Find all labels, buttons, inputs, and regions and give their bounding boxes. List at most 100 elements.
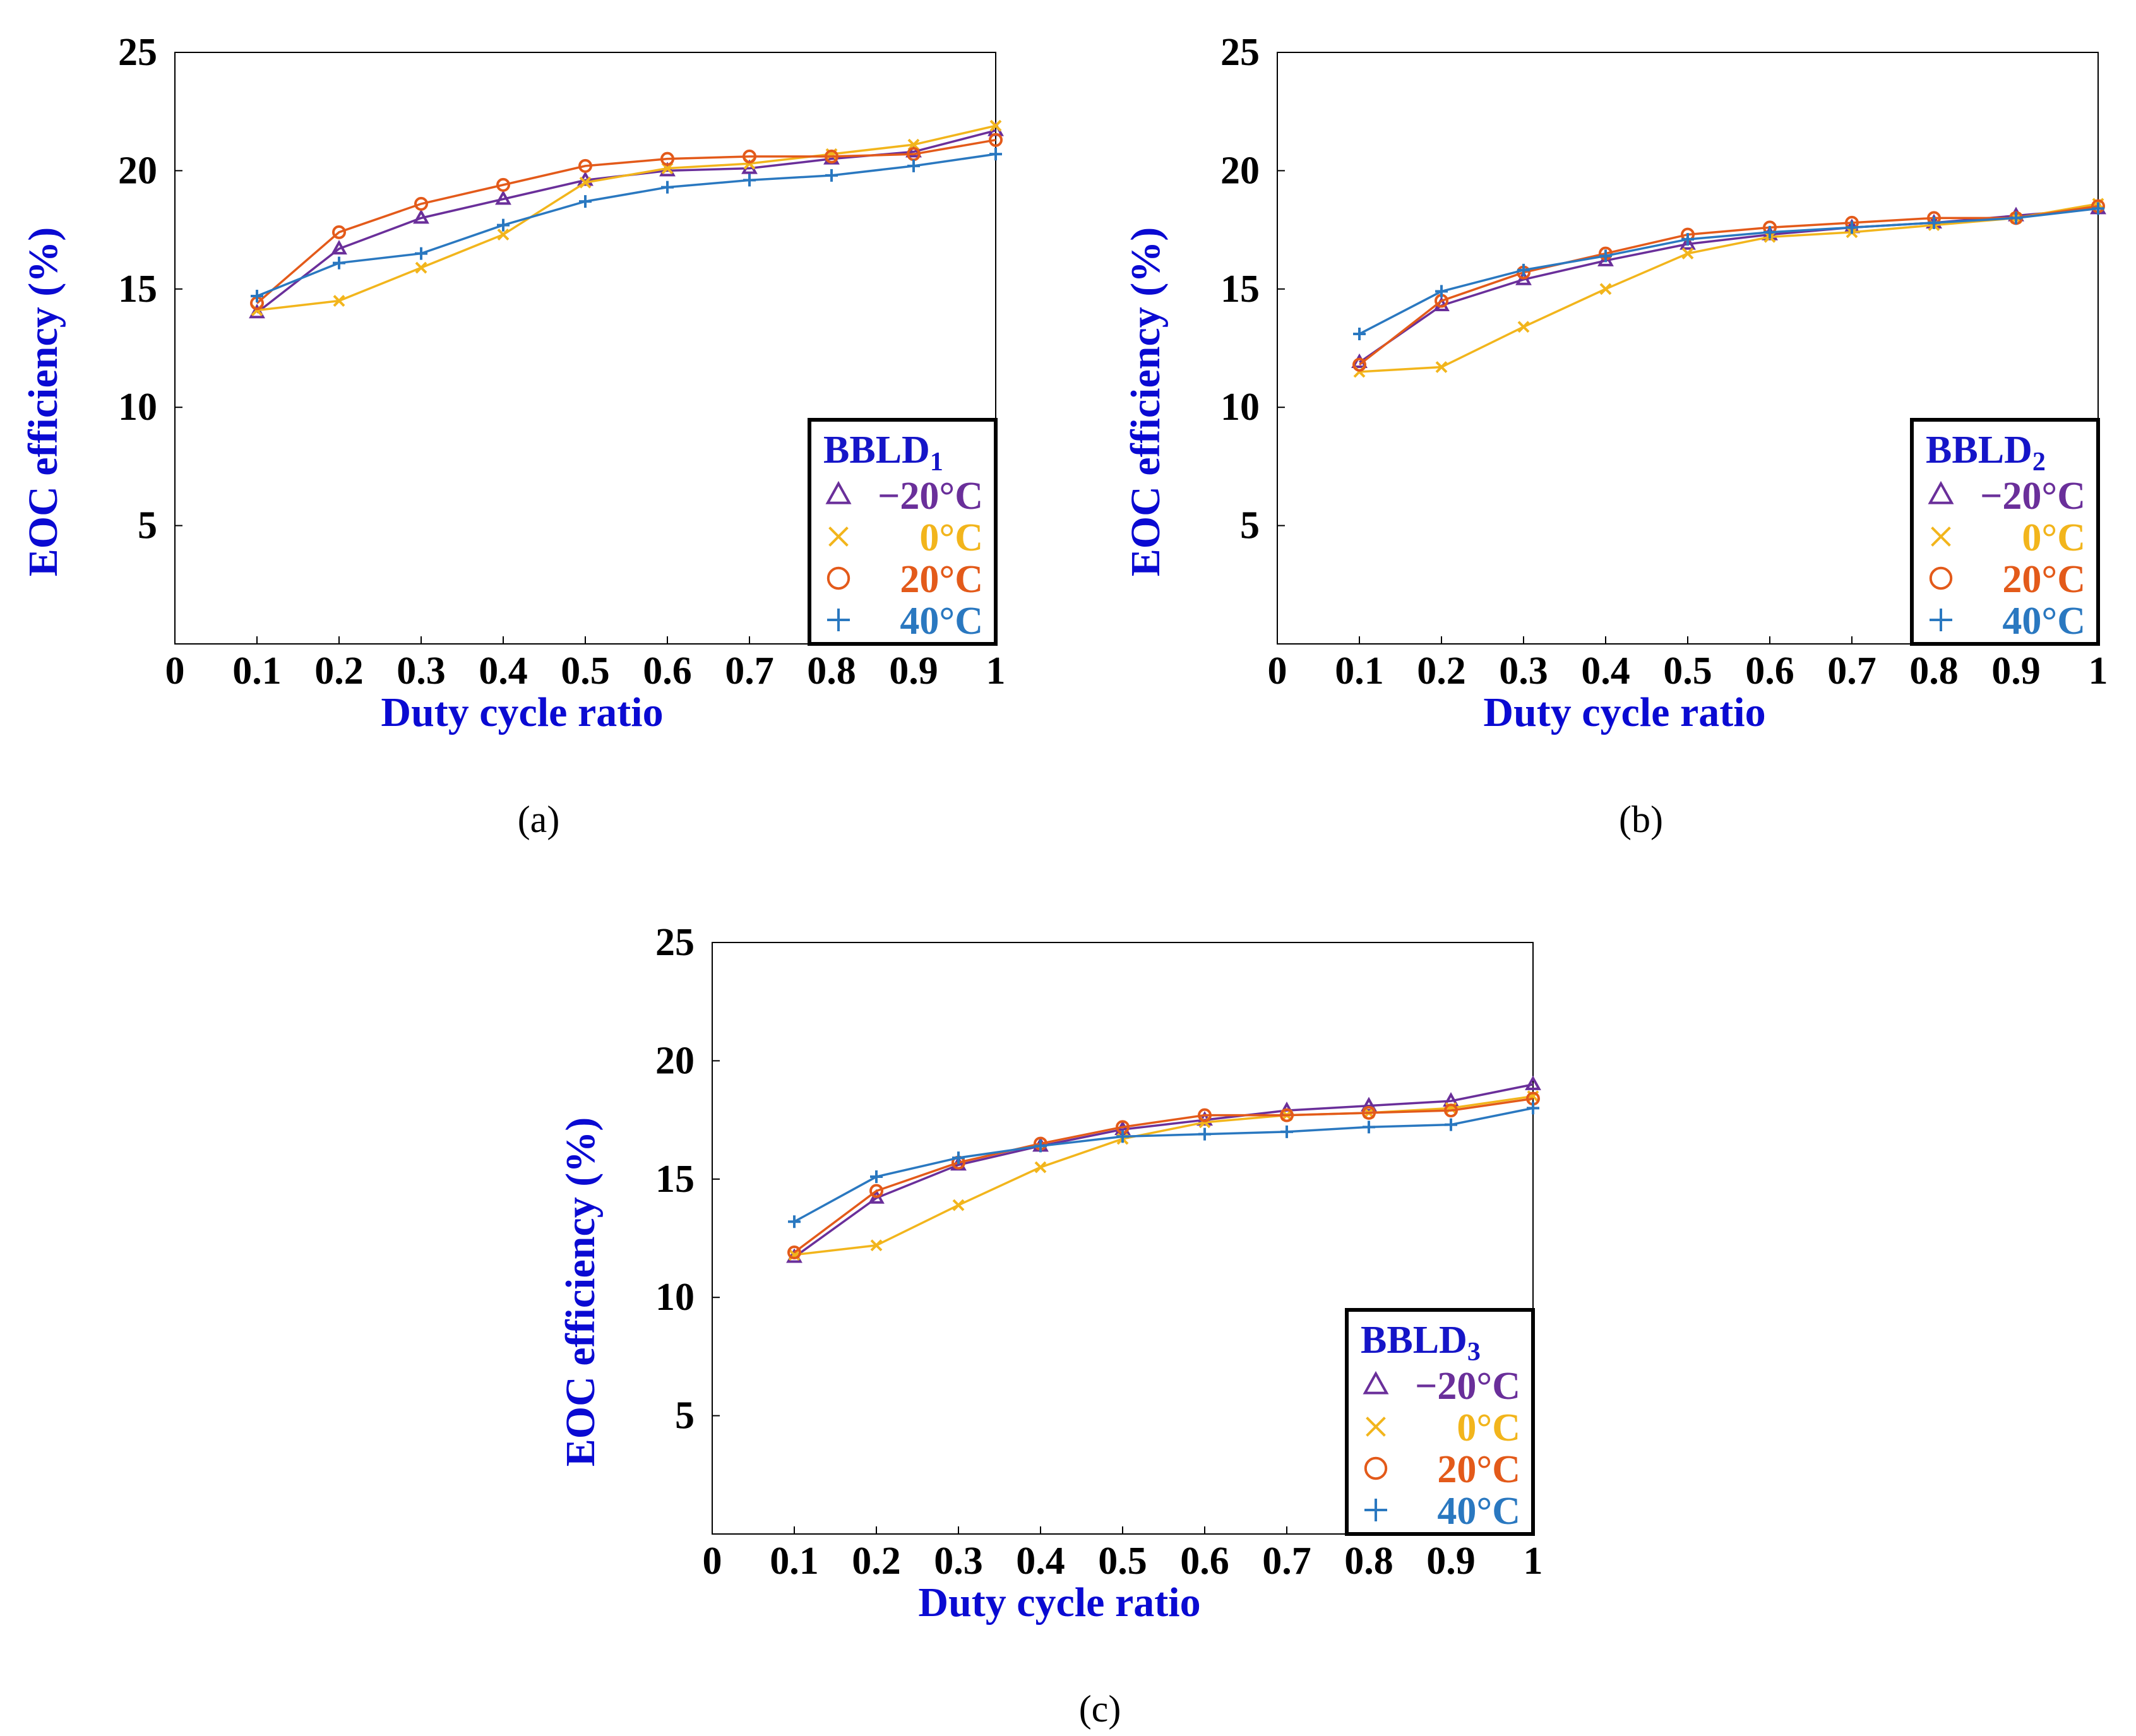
circle-marker	[869, 1184, 883, 1198]
legend-circle-marker	[826, 566, 850, 590]
legend-entry-label: −20°C	[1415, 1365, 1520, 1408]
triangle-marker	[1361, 1097, 1377, 1112]
x-tick-label: 0.3	[934, 1540, 983, 1583]
x-tick-label: 0.7	[1262, 1540, 1311, 1583]
x-tick-label: 0.1	[232, 650, 282, 693]
x-marker	[333, 295, 345, 307]
legend-plus-marker	[1364, 1499, 1387, 1521]
x-tick-label: 0.7	[725, 650, 774, 693]
y-axis-label: EOC efficiency (%)	[1123, 227, 1169, 577]
plus-marker	[743, 174, 756, 187]
y-tick-label: 15	[118, 268, 157, 311]
plus-marker	[870, 1170, 883, 1184]
legend-triangle-marker	[825, 480, 852, 504]
y-tick-label: 20	[655, 1039, 695, 1082]
circle-marker	[743, 149, 756, 163]
plus-marker	[825, 169, 838, 182]
y-tick-label: 15	[1220, 268, 1260, 311]
x-tick-label: 0.6	[1180, 1540, 1229, 1583]
legend-entry-label: 0°C	[1457, 1406, 1520, 1449]
y-tick-label: 10	[655, 1276, 695, 1319]
legend-x-marker	[1931, 526, 1951, 547]
circle-marker	[1362, 1105, 1376, 1120]
chart-panel-1: 0 0.1 0.2 0.3 0.4 0.5 0.6 0.7 0.8 0.9 1510152025Du…	[20, 31, 1006, 840]
x-tick-label: 0.2	[1417, 650, 1466, 693]
legend-entry-label: 20°C	[2002, 558, 2085, 601]
figure-caption: (a)	[518, 799, 560, 840]
series-3	[250, 133, 1003, 311]
legend-entry-label: 20°C	[900, 558, 983, 601]
series-line	[256, 138, 996, 304]
plus-marker	[333, 256, 345, 270]
x-tick-label: 0.6	[1745, 650, 1794, 693]
series-4	[788, 1102, 1539, 1228]
circle-marker	[496, 177, 510, 192]
series-line	[256, 153, 996, 297]
series-line	[794, 1107, 1534, 1223]
plus-marker	[1846, 221, 1858, 234]
series-line	[793, 1097, 1534, 1254]
y-tick-label: 20	[118, 149, 157, 192]
legend: BBLD1−20°C0°C20°C40°C	[808, 418, 998, 646]
x-marker	[661, 162, 674, 175]
circle-marker	[825, 149, 838, 163]
legend-triangle-marker	[1363, 1370, 1389, 1394]
y-tick-label: 10	[118, 386, 157, 429]
series-2	[1353, 198, 2104, 378]
x-tick-label: 0.1	[1335, 650, 1384, 693]
x-marker	[1435, 361, 1448, 373]
legend-title-subscript: 1	[930, 448, 943, 477]
plus-marker	[1435, 285, 1448, 298]
x-tick-label: 0.6	[643, 650, 692, 693]
x-marker	[907, 138, 920, 151]
x-axis-label: Duty cycle ratio	[1483, 689, 1765, 735]
y-tick-label: 15	[655, 1158, 695, 1201]
series-4	[1353, 202, 2104, 341]
legend-box	[808, 418, 998, 646]
legend-title: BBLD3	[1361, 1319, 1481, 1367]
circle-marker	[660, 152, 674, 166]
circle-marker	[332, 225, 346, 239]
legend-triangle-marker	[1928, 480, 1954, 504]
plus-marker	[1198, 1127, 1211, 1141]
x-marker	[415, 261, 427, 274]
series-1	[249, 121, 1004, 319]
x-tick-label: 0	[1268, 650, 1287, 693]
series-line	[1359, 203, 2099, 373]
legend-box	[1910, 418, 2100, 646]
x-tick-label: 0.9	[1426, 1540, 1476, 1583]
legend-entry-label: 20°C	[1437, 1448, 1520, 1491]
x-tick-label: 0.4	[1016, 1540, 1065, 1583]
circle-marker	[989, 133, 1003, 147]
plus-marker	[497, 218, 510, 232]
plus-marker	[661, 181, 674, 194]
plus-marker	[415, 247, 427, 260]
circle-marker	[1352, 357, 1366, 372]
x-tick-label: 0.9	[889, 650, 938, 693]
legend: BBLD2−20°C0°C20°C40°C	[1910, 418, 2100, 646]
x-tick-label: 0.5	[561, 650, 610, 693]
legend: BBLD3−20°C0°C20°C40°C	[1345, 1308, 1535, 1536]
plus-marker	[1763, 225, 1776, 239]
x-tick-label: 0.2	[314, 650, 364, 693]
x-marker	[1517, 321, 1530, 333]
x-marker	[1681, 247, 1694, 259]
plus-marker	[251, 290, 263, 303]
legend-title: BBLD2	[1926, 429, 2046, 477]
y-tick-label: 5	[138, 504, 157, 547]
circle-marker	[1280, 1108, 1294, 1122]
legend-title-text: BBLD	[1361, 1319, 1467, 1362]
legend-title-subscript: 3	[1467, 1338, 1481, 1367]
x-axis-label: Duty cycle ratio	[918, 1579, 1200, 1626]
legend-entry-label: 0°C	[2022, 516, 2085, 559]
plus-marker	[989, 148, 1002, 161]
plus-marker	[1280, 1125, 1293, 1138]
triangle-marker	[1680, 235, 1696, 250]
circle-marker	[1444, 1103, 1458, 1118]
y-axis-label: EOC efficiency (%)	[20, 227, 66, 577]
legend-plus-marker	[1930, 609, 1952, 631]
x-tick-label: 1	[1524, 1540, 1543, 1583]
chart-panel-2: 0 0.1 0.2 0.3 0.4 0.5 0.6 0.7 0.8 0.9 1510152025Du…	[1123, 31, 2108, 840]
legend-entry-label: −20°C	[878, 475, 983, 518]
plus-marker	[1928, 216, 1940, 229]
